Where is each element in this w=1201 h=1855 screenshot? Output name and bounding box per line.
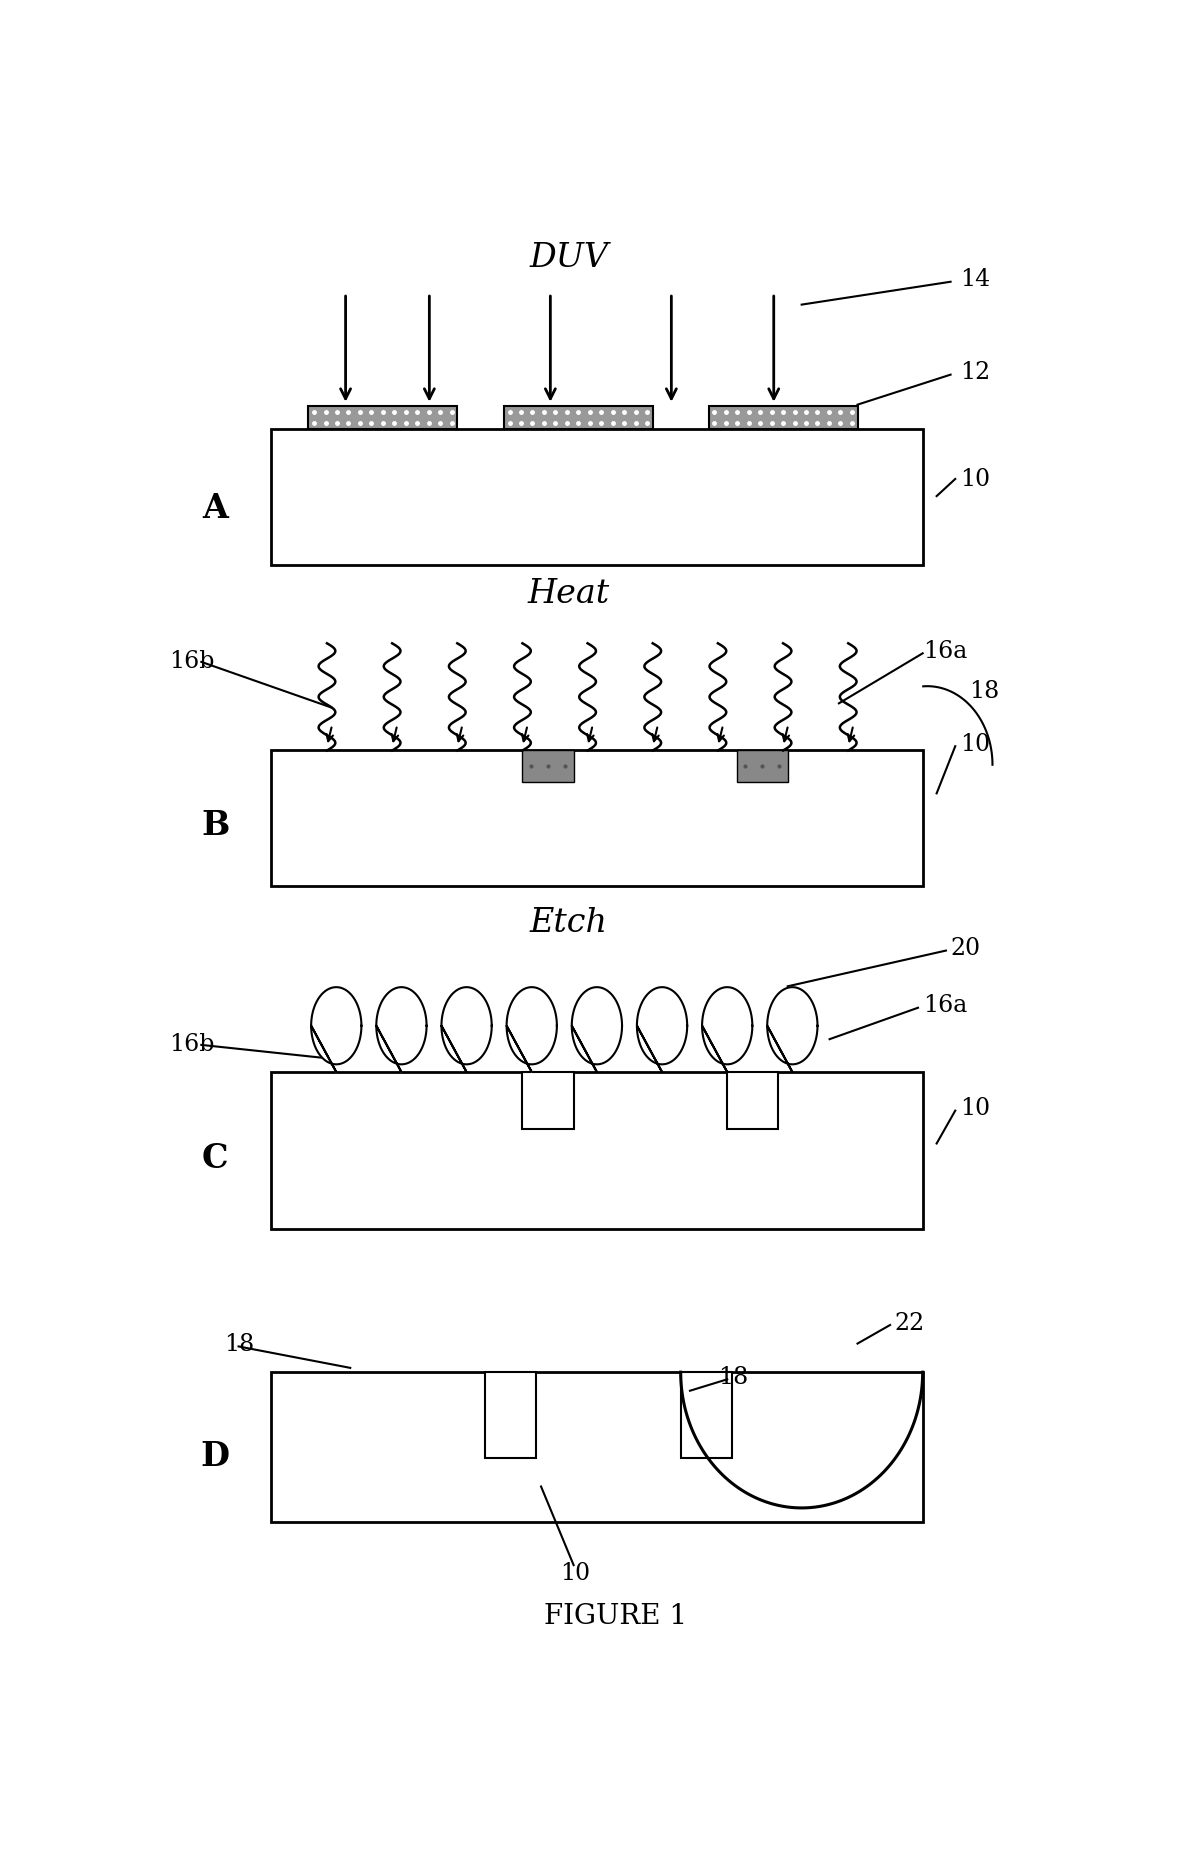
- Bar: [736, 751, 788, 783]
- Bar: [271, 430, 922, 566]
- Text: 16b: 16b: [168, 649, 214, 673]
- Text: B: B: [201, 809, 229, 842]
- Text: Etch: Etch: [530, 907, 608, 939]
- Bar: [522, 1072, 574, 1130]
- Polygon shape: [376, 987, 426, 1072]
- Text: 16a: 16a: [922, 994, 967, 1017]
- Bar: [271, 751, 922, 887]
- Text: 10: 10: [960, 733, 990, 755]
- Polygon shape: [703, 987, 752, 1072]
- Text: 16b: 16b: [168, 1033, 214, 1055]
- Bar: [485, 1373, 537, 1458]
- Text: D: D: [201, 1439, 229, 1471]
- Bar: [309, 406, 458, 430]
- Text: A: A: [202, 492, 228, 525]
- Polygon shape: [767, 987, 818, 1072]
- Bar: [728, 1072, 778, 1130]
- Text: 12: 12: [960, 362, 990, 384]
- Text: 22: 22: [895, 1311, 925, 1334]
- Text: 10: 10: [960, 467, 990, 492]
- Bar: [522, 751, 574, 783]
- Text: Heat: Heat: [528, 579, 610, 610]
- Polygon shape: [311, 987, 362, 1072]
- Text: 20: 20: [951, 937, 981, 959]
- Text: 10: 10: [560, 1560, 590, 1584]
- Text: 18: 18: [225, 1332, 255, 1356]
- Text: 10: 10: [960, 1096, 990, 1120]
- Text: FIGURE 1: FIGURE 1: [544, 1601, 687, 1629]
- Text: 18: 18: [969, 679, 999, 703]
- Bar: [709, 406, 858, 430]
- Polygon shape: [637, 987, 687, 1072]
- Bar: [271, 1373, 922, 1523]
- Bar: [504, 406, 653, 430]
- Bar: [271, 1072, 922, 1230]
- Text: 16a: 16a: [922, 640, 967, 662]
- Polygon shape: [507, 987, 557, 1072]
- Text: DUV: DUV: [530, 243, 609, 275]
- Polygon shape: [572, 987, 622, 1072]
- Text: C: C: [202, 1141, 228, 1174]
- Text: 14: 14: [960, 269, 990, 291]
- Text: 18: 18: [718, 1365, 748, 1388]
- Polygon shape: [442, 987, 491, 1072]
- Bar: [681, 1373, 731, 1458]
